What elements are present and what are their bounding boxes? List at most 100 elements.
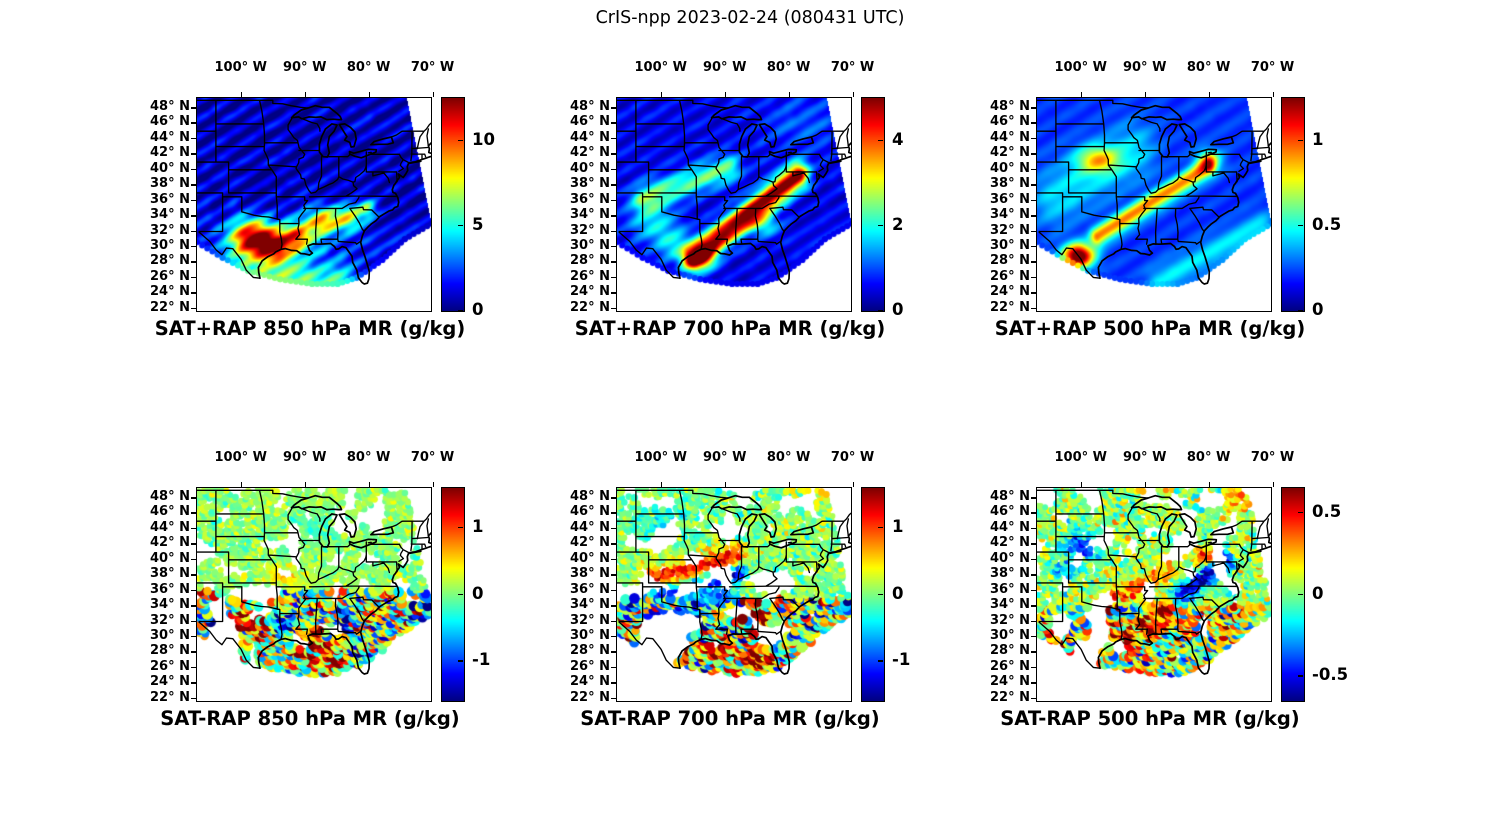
axis-tick (611, 276, 616, 279)
axis-tick (1031, 635, 1036, 638)
latitude-tick-label: 42° N (150, 145, 190, 161)
longitude-tick-label: 70° W (830, 60, 875, 75)
axis-tick (191, 651, 196, 653)
map-plot-area (1036, 487, 1272, 702)
latitude-tick-label: 42° N (570, 145, 610, 161)
state-borders-layer (1037, 99, 1271, 285)
axis-tick (611, 261, 616, 263)
axis-tick (191, 153, 196, 155)
axis-tick (1298, 310, 1303, 312)
longitude-tick-label: 80° W (1186, 450, 1231, 465)
colorbar-tick-label: 0 (472, 300, 484, 319)
latitude-tick-label: 22° N (570, 299, 610, 315)
latitude-tick-label: 22° N (570, 689, 610, 705)
map-plot-area (1036, 97, 1272, 312)
latitude-tick-label: 46° N (150, 504, 190, 520)
axis-tick (1031, 620, 1036, 622)
latitude-tick-label: 26° N (570, 658, 610, 674)
axis-tick (1031, 122, 1036, 124)
latitude-tick-label: 48° N (990, 99, 1030, 115)
axis-tick (1031, 651, 1036, 653)
axis-tick (1298, 224, 1303, 227)
latitude-tick-label: 40° N (150, 160, 190, 176)
latitude-tick-label: 36° N (570, 581, 610, 597)
axis-tick (1080, 92, 1083, 97)
latitude-tick-label: 36° N (990, 191, 1030, 207)
colorbar (861, 97, 885, 312)
axis-tick (304, 482, 307, 487)
colorbar-tick-label: 4 (892, 129, 904, 149)
panel-title: SAT+RAP 850 hPa MR (g/kg) (154, 317, 466, 340)
longitude-tick-label: 100° W (1054, 60, 1108, 75)
longitude-tick-label: 100° W (214, 60, 268, 75)
colorbar-gradient (862, 488, 884, 701)
colorbar-tick-label: -1 (472, 650, 491, 670)
axis-tick (1208, 92, 1211, 97)
latitude-tick-label: 40° N (570, 160, 610, 176)
axis-tick (191, 543, 196, 545)
panel-title: SAT+RAP 700 hPa MR (g/kg) (574, 317, 886, 340)
axis-tick (191, 184, 196, 186)
latitude-tick-label: 34° N (990, 207, 1030, 223)
axis-tick (1272, 92, 1275, 97)
longitude-tick-label: 80° W (346, 450, 391, 465)
latitude-tick-label: 22° N (150, 299, 190, 315)
colorbar-tick-label: 10 (472, 129, 495, 149)
axis-tick (611, 574, 616, 576)
map-panel-sat-plus-rap-850: 100° W 90° W 80° W 70° W 48° N 46° N 44° N 42°… (120, 55, 500, 395)
axis-tick (1031, 527, 1036, 530)
axis-tick (1031, 682, 1036, 684)
axis-tick (1298, 675, 1303, 677)
latitude-tick-label: 30° N (990, 237, 1030, 253)
axis-tick (611, 589, 616, 592)
latitude-tick-label: 38° N (990, 176, 1030, 192)
axis-tick (1031, 230, 1036, 232)
colorbar-tick-label: 0 (472, 583, 484, 603)
axis-tick (1144, 92, 1147, 97)
colorbar-tick-label: 0.5 (1312, 214, 1342, 234)
latitude-tick-label: 40° N (990, 550, 1030, 566)
latitude-tick-label: 24° N (150, 284, 190, 300)
panel-title: SAT-RAP 500 hPa MR (g/kg) (1000, 707, 1300, 730)
panel-title: SAT+RAP 500 hPa MR (g/kg) (994, 317, 1306, 340)
axis-tick (1031, 292, 1036, 294)
latitude-tick-label: 34° N (570, 597, 610, 613)
axis-tick (368, 482, 371, 487)
latitude-tick-label: 32° N (570, 222, 610, 238)
axis-tick (611, 635, 616, 638)
latitude-tick-label: 28° N (570, 643, 610, 659)
axis-tick (1031, 497, 1036, 499)
axis-tick (788, 92, 791, 97)
axis-tick (191, 292, 196, 294)
colorbar (441, 97, 465, 312)
axis-tick (1298, 139, 1303, 142)
latitude-tick-label: 42° N (990, 535, 1030, 551)
axis-tick (1031, 215, 1036, 217)
axis-tick (191, 307, 196, 310)
axis-tick (660, 482, 663, 487)
colorbar (861, 487, 885, 702)
colorbar-tick-label: 0.5 (1312, 501, 1342, 521)
axis-tick (191, 512, 196, 514)
axis-tick (191, 245, 196, 248)
axis-tick (191, 122, 196, 124)
latitude-tick-label: 26° N (150, 658, 190, 674)
latitude-tick-label: 30° N (570, 237, 610, 253)
axis-tick (1208, 482, 1211, 487)
latitude-tick-label: 42° N (570, 535, 610, 551)
latitude-tick-label: 32° N (150, 612, 190, 628)
latitude-tick-label: 46° N (150, 114, 190, 130)
latitude-tick-label: 38° N (150, 176, 190, 192)
latitude-tick-label: 48° N (990, 489, 1030, 505)
data-layer-canvas (617, 488, 851, 701)
axis-tick (191, 558, 196, 561)
latitude-tick-label: 38° N (990, 566, 1030, 582)
latitude-tick-label: 32° N (990, 222, 1030, 238)
map-plot-area (616, 97, 852, 312)
latitude-tick-label: 40° N (150, 550, 190, 566)
axis-tick (1272, 482, 1275, 487)
colorbar (1281, 97, 1305, 312)
axis-tick (878, 593, 883, 595)
latitude-tick-label: 26° N (990, 268, 1030, 284)
